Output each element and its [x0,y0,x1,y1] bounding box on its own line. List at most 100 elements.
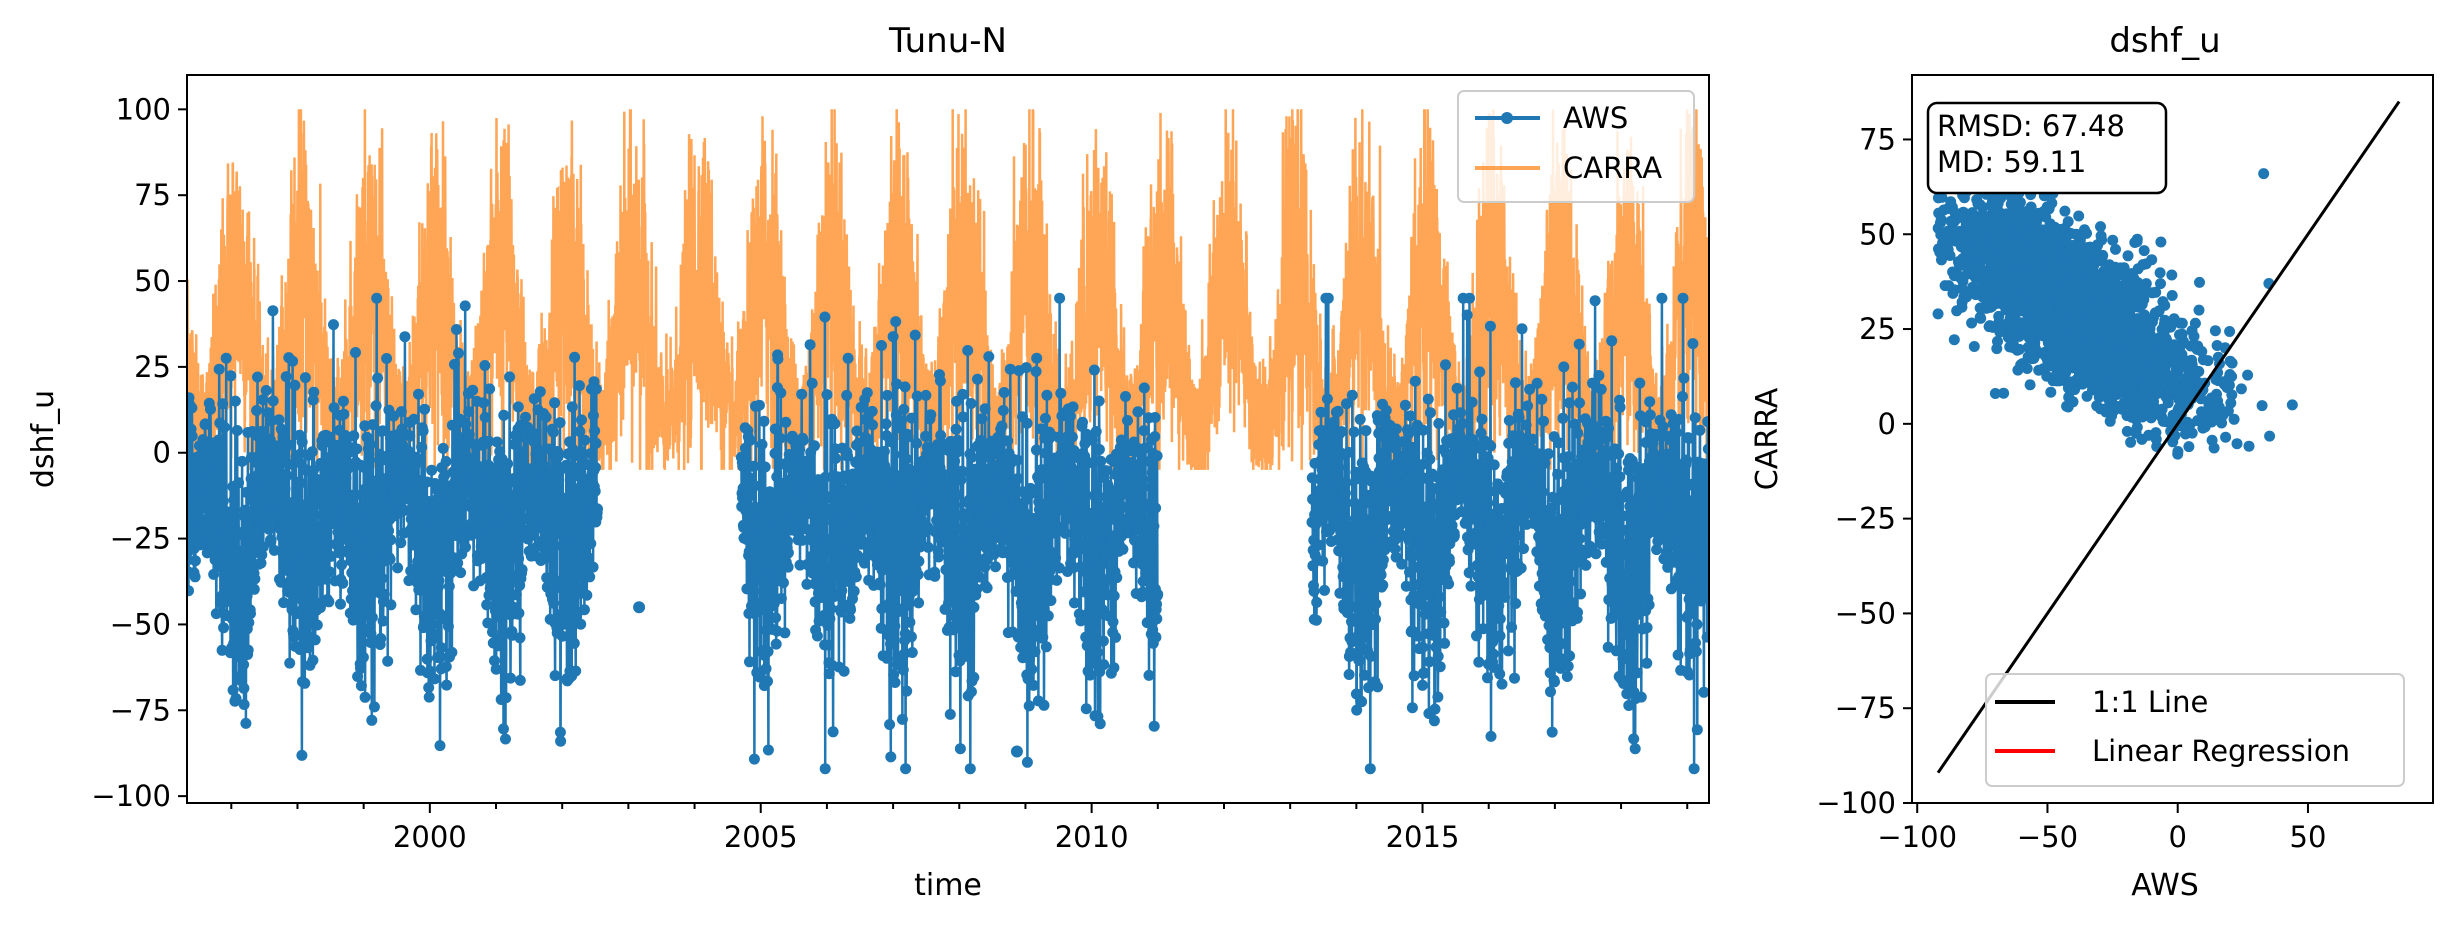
aws-marker [267,305,279,317]
aws-marker [1107,616,1119,628]
aws-marker [511,543,523,555]
aws-marker [950,423,962,435]
aws-marker [453,504,465,516]
aws-marker [965,398,977,409]
aws-marker [1140,442,1151,454]
aws-marker [1680,454,1692,466]
aws-marker [376,572,388,584]
aws-marker [217,495,229,507]
aws-marker [782,561,794,573]
aws-marker [1466,396,1478,408]
y-tick-label: −50 [110,607,171,641]
aws-marker [1636,555,1648,567]
aws-marker [794,444,806,455]
aws-marker [1574,397,1585,409]
aws-marker [938,468,950,480]
aws-marker [1471,630,1482,642]
aws-marker [399,331,411,343]
aws-marker [257,394,269,406]
aws-marker [336,559,348,571]
aws-marker [1419,514,1431,526]
aws-marker [884,469,896,481]
aws-marker [920,430,932,442]
aws-marker [900,453,912,465]
aws-marker [280,529,292,541]
aws-marker [426,618,438,630]
aws-marker [1477,623,1489,635]
aws-marker [1590,548,1602,560]
aws-marker [198,502,210,514]
aws-marker [199,418,211,430]
aws-marker [514,674,526,686]
aws-marker [1434,661,1446,673]
aws-marker [1474,366,1486,378]
aws-marker [1348,426,1360,438]
aws-marker [1403,428,1415,440]
aws-marker [874,579,886,591]
aws-marker [311,619,323,631]
aws-marker [1698,489,1709,501]
aws-marker [1030,522,1041,534]
aws-marker [851,425,863,437]
aws-marker [584,571,596,583]
aws-marker [1075,526,1087,537]
aws-marker [922,541,934,553]
aws-marker [1388,432,1400,444]
aws-marker [984,492,996,504]
aws-marker [880,509,892,521]
aws-marker [842,450,854,462]
aws-marker [816,550,828,562]
aws-marker [797,435,809,446]
aws-marker [1494,613,1506,625]
aws-marker [1435,606,1447,618]
aws-marker [1090,426,1102,437]
aws-marker [362,602,374,614]
aws-marker [326,518,338,530]
aws-marker [1084,669,1096,681]
aws-marker [1567,381,1578,393]
aws-marker [369,475,381,487]
aws-marker [962,510,974,522]
aws-marker [574,380,585,392]
aws-marker [905,631,917,643]
aws-marker [954,743,966,755]
aws-marker [983,351,995,363]
aws-marker [966,451,978,463]
aws-marker [224,582,236,594]
aws-marker [545,552,556,563]
aws-marker [1067,401,1079,413]
aws-marker [513,553,525,565]
aws-marker [371,292,383,304]
aws-marker [228,494,240,506]
aws-marker [289,379,301,391]
aws-marker [1611,462,1623,474]
aws-marker [911,437,923,449]
aws-marker [333,536,345,548]
aws-marker [1053,562,1065,574]
aws-marker [900,763,912,775]
aws-marker [187,430,198,442]
aws-marker [1542,448,1554,460]
aws-marker [1051,574,1063,586]
aws-marker [1415,549,1427,560]
aws-marker [757,575,769,587]
aws-marker [1506,621,1518,633]
aws-marker [1629,743,1641,755]
aws-marker [306,446,318,458]
aws-marker [1108,590,1120,602]
aws-marker [757,586,769,597]
aws-marker [446,419,458,431]
aws-marker [1322,292,1334,304]
aws-marker [1040,447,1052,459]
aws-marker [861,523,873,535]
aws-marker [935,429,947,441]
aws-marker [887,331,899,343]
aws-marker [237,529,249,541]
aws-marker [1038,699,1050,711]
aws-marker [1088,364,1100,376]
y-tick-label: 0 [153,436,171,470]
aws-marker [823,639,835,651]
aws-marker [308,386,320,398]
aws-marker [587,410,599,421]
aws-marker [897,664,909,676]
